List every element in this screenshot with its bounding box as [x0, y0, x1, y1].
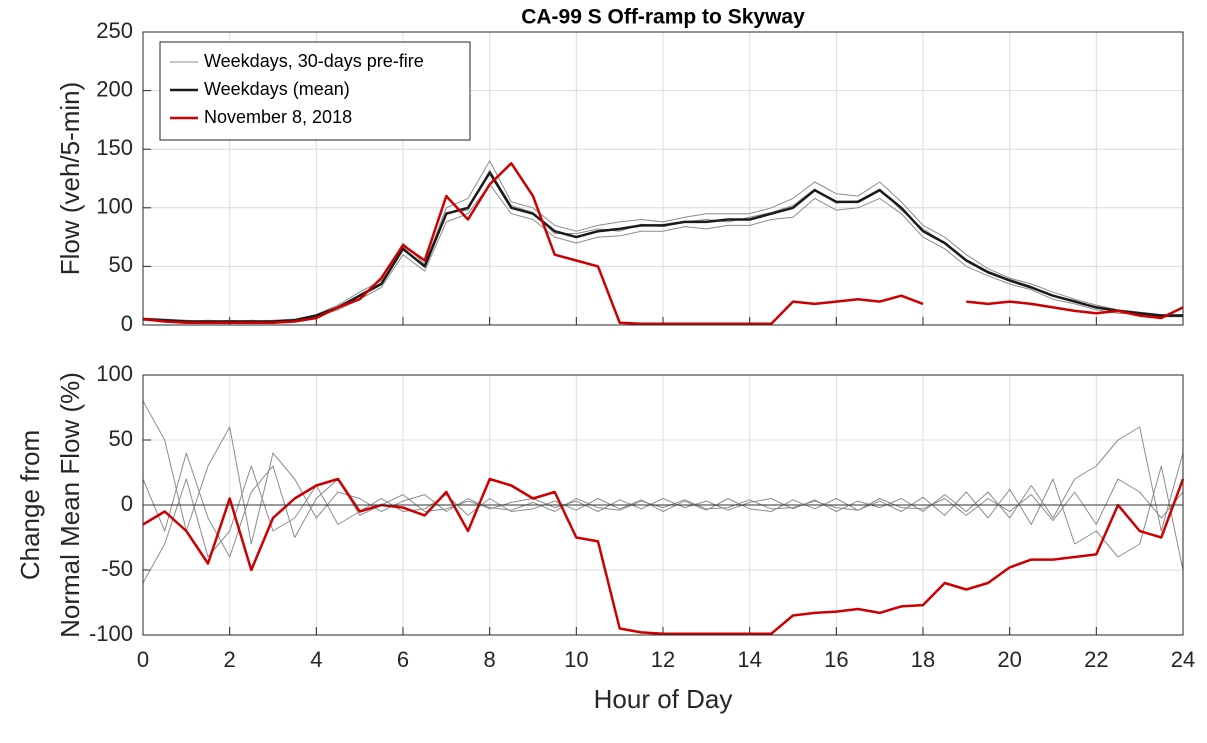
x-tick-label: 16	[824, 647, 848, 672]
y-tick-label: 200	[96, 76, 133, 101]
x-tick-label: 20	[997, 647, 1021, 672]
x-tick-label: 10	[564, 647, 588, 672]
y-tick-label: 150	[96, 135, 133, 160]
y-tick-label: 50	[109, 252, 133, 277]
y-tick-label: 250	[96, 18, 133, 43]
y-axis-label: Change from	[15, 430, 45, 580]
y-tick-label: -50	[101, 556, 133, 581]
x-tick-label: 22	[1084, 647, 1108, 672]
series-line	[142, 452, 1184, 558]
legend-label: November 8, 2018	[204, 107, 352, 127]
x-axis-label: Hour of Day	[594, 684, 733, 714]
y-tick-label: 50	[109, 426, 133, 451]
y-tick-label: 0	[121, 311, 133, 336]
y-axis-label: Normal Mean Flow (%)	[55, 372, 85, 638]
y-tick-label: 100	[96, 194, 133, 219]
legend-label: Weekdays (mean)	[204, 79, 350, 99]
legend-label: Weekdays, 30-days pre-fire	[204, 51, 424, 71]
series-line	[142, 477, 1185, 635]
x-tick-label: 0	[137, 647, 149, 672]
y-axis-label: Flow (veh/5-min)	[55, 82, 85, 276]
x-tick-label: 8	[484, 647, 496, 672]
series-line	[142, 171, 1183, 323]
x-tick-label: 18	[911, 647, 935, 672]
x-tick-label: 14	[737, 647, 761, 672]
legend-box	[159, 41, 471, 141]
chart-title: CA-99 S Off-ramp to Skyway	[521, 6, 805, 29]
y-tick-label: -100	[89, 621, 133, 646]
axes-box	[142, 374, 1184, 636]
axes-box	[142, 31, 1184, 326]
x-tick-label: 6	[397, 647, 409, 672]
y-tick-label: 0	[121, 491, 133, 516]
series-line	[142, 162, 1184, 326]
x-tick-label: 24	[1171, 647, 1195, 672]
x-tick-label: 4	[310, 647, 322, 672]
y-tick-label: 100	[96, 361, 133, 386]
series-line	[142, 400, 1184, 545]
x-tick-label: 2	[224, 647, 236, 672]
x-tick-label: 12	[651, 647, 675, 672]
